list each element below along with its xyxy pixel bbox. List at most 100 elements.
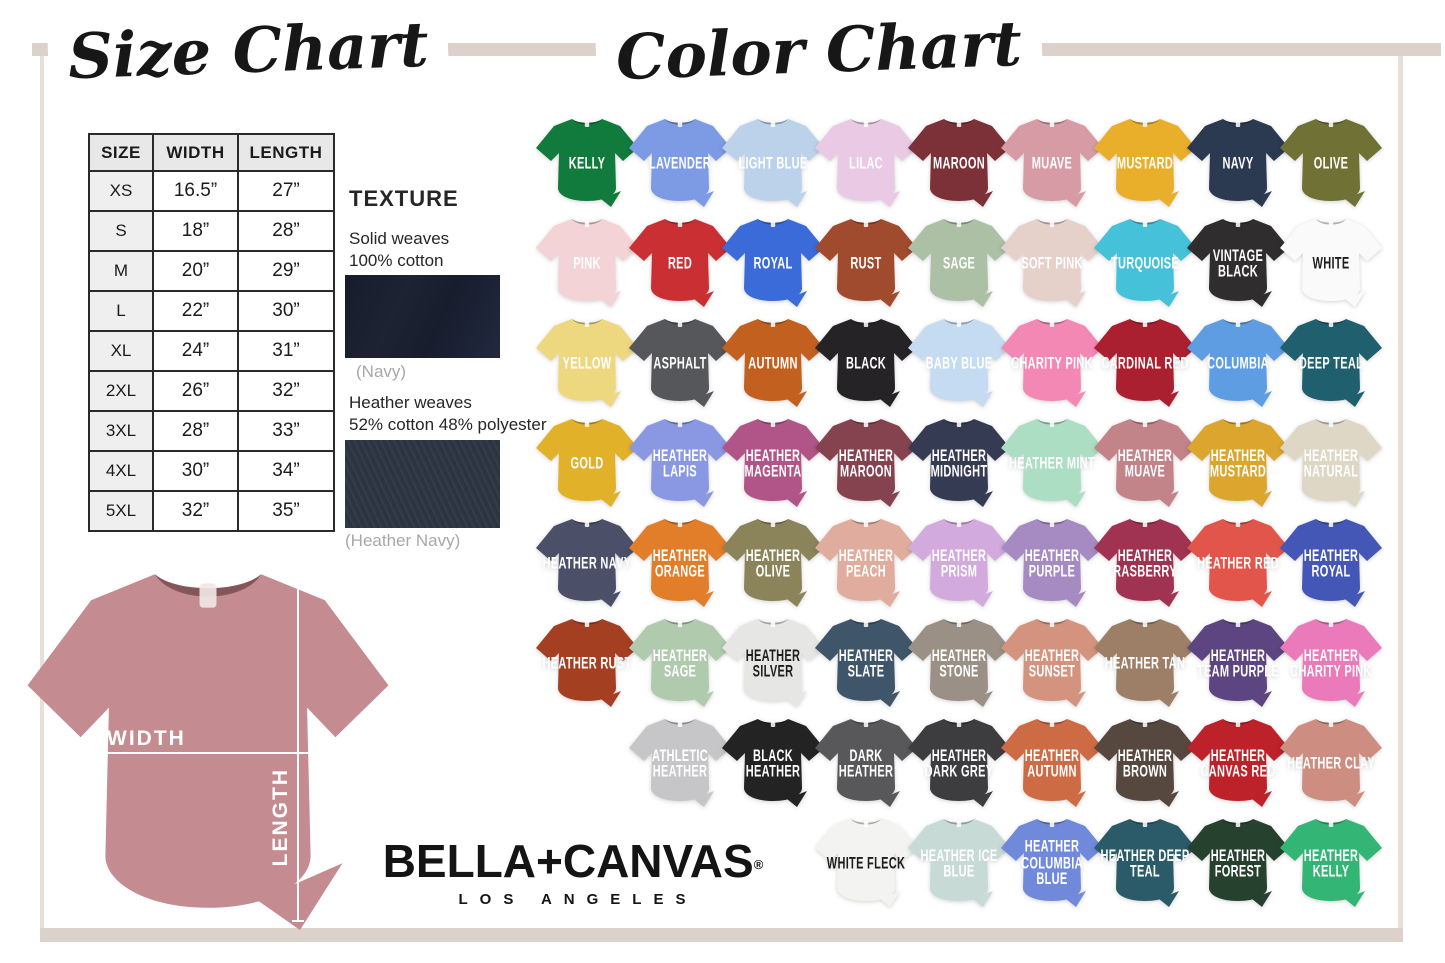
- tshirt-shape: [908, 719, 1010, 807]
- tshirt-shape: [722, 719, 824, 807]
- color-swatch-heather-clay: HEATHER CLAY: [1279, 712, 1383, 808]
- color-name-label: HEATHER AUTUMN: [1024, 746, 1080, 782]
- color-swatch-heather-sunset: HEATHER SUNSET: [1000, 612, 1104, 708]
- measurement-shirt-image: [24, 552, 392, 930]
- color-swatch-heather-stone: HEATHER STONE: [907, 612, 1011, 708]
- color-swatch-heather-natural: HEATHER NATURAL: [1279, 412, 1383, 508]
- color-name-label: AUTUMN: [748, 354, 798, 373]
- color-name-label: HEATHER TEAM PURPLE: [1196, 646, 1280, 682]
- color-swatch-lilac: LILAC: [814, 112, 918, 208]
- color-swatch-heather-sage: HEATHER SAGE: [628, 612, 732, 708]
- tshirt-shape: [722, 419, 824, 507]
- measurement-cell: 30”: [152, 450, 239, 492]
- measurement-cell: 35”: [237, 490, 335, 532]
- table-row: 5XL 32” 35”: [88, 490, 335, 532]
- tshirt-shape: [1187, 419, 1289, 507]
- tshirt-shape: [536, 519, 638, 607]
- color-swatch-heather-autumn: HEATHER AUTUMN: [1000, 712, 1104, 808]
- color-swatch-red: RED: [628, 212, 732, 308]
- navy-swatch-caption: (Navy): [356, 362, 407, 381]
- color-swatch-heather-slate: HEATHER SLATE: [814, 612, 918, 708]
- color-swatch-heather-peach: HEATHER PEACH: [814, 512, 918, 608]
- color-name-label: HEATHER ICE BLUE: [920, 846, 998, 882]
- color-name-label: HEATHER DEEP TEAL: [1100, 846, 1190, 882]
- size-cell: L: [88, 290, 154, 332]
- color-swatch-heather-dark-grey: HEATHER DARK GREY: [907, 712, 1011, 808]
- color-swatch-athletic-heather: ATHLETIC HEATHER: [628, 712, 732, 808]
- color-swatch-asphalt: ASPHALT: [628, 312, 732, 408]
- brand-name: BELLA+CANVAS®: [382, 835, 764, 887]
- tshirt-shape: [815, 719, 917, 807]
- color-name-label: YELLOW: [562, 354, 612, 373]
- tshirt-shape: [908, 219, 1010, 307]
- color-swatch-royal: ROYAL: [721, 212, 825, 308]
- tshirt-shape: [908, 319, 1010, 407]
- color-swatch-muave: MUAVE: [1000, 112, 1104, 208]
- table-row: 4XL 30” 34”: [88, 450, 335, 492]
- measurement-cell: 33”: [237, 410, 335, 452]
- tshirt-shape: [1001, 719, 1103, 807]
- color-name-label: NAVY: [1222, 154, 1254, 173]
- heather-navy-swatch-caption: (Heather Navy): [345, 531, 461, 550]
- tshirt-shape: [722, 119, 824, 207]
- measurement-cell: 34”: [237, 450, 335, 492]
- tshirt-shape: [1094, 619, 1196, 707]
- color-swatch-heather-deep-teal: HEATHER DEEP TEAL: [1093, 812, 1197, 908]
- color-swatch-heather-mustard: HEATHER MUSTARD: [1186, 412, 1290, 508]
- color-name-label: RUST: [850, 254, 882, 273]
- color-name-label: TURQUOISE: [1110, 254, 1180, 273]
- color-swatch-heather-lapis: HEATHER LAPIS: [628, 412, 732, 508]
- color-swatch-heather-orange: HEATHER ORANGE: [628, 512, 732, 608]
- color-name-label: LAVENDER: [648, 154, 712, 173]
- color-swatch-heather-team-purple: HEATHER TEAM PURPLE: [1186, 612, 1290, 708]
- color-swatch-olive: OLIVE: [1279, 112, 1383, 208]
- color-name-label: GOLD: [570, 454, 604, 473]
- color-swatch-heather-silver: HEATHER SILVER: [721, 612, 825, 708]
- color-swatch-dark-heather: DARK HEATHER: [814, 712, 918, 808]
- color-name-label: HEATHER MUAVE: [1117, 446, 1173, 482]
- color-chart-title: Color Chart: [594, 4, 1043, 97]
- table-row: L 22” 30”: [88, 290, 335, 332]
- color-name-label: VINTAGE BLACK: [1212, 246, 1264, 282]
- measurement-cell: 29”: [237, 250, 335, 292]
- tshirt-shape: [629, 519, 731, 607]
- heather-navy-fabric-swatch-image: [345, 440, 500, 528]
- color-swatch-heather-red: HEATHER RED: [1186, 512, 1290, 608]
- color-name-label: HEATHER OLIVE: [745, 546, 801, 582]
- color-name-label: HEATHER DARK GREY: [924, 746, 994, 782]
- tshirt-shape: [1094, 319, 1196, 407]
- color-swatch-navy: NAVY: [1186, 112, 1290, 208]
- tshirt-shape: [629, 319, 731, 407]
- color-swatch-gold: GOLD: [535, 412, 639, 508]
- tshirt-shape: [1094, 419, 1196, 507]
- table-row: M 20” 29”: [88, 250, 335, 292]
- brand-city: LOS ANGELES: [458, 891, 698, 908]
- tshirt-shape: [1001, 419, 1103, 507]
- table-row: S 18” 28”: [88, 210, 335, 252]
- tshirt-shape: [1001, 619, 1103, 707]
- color-name-label: HEATHER NAVY: [542, 554, 632, 573]
- color-swatch-heather-charity-pink: HEATHER CHARITY PINK: [1279, 612, 1383, 708]
- color-name-label: HEATHER PRISM: [931, 546, 987, 582]
- color-name-label: KELLY: [568, 154, 606, 173]
- tshirt-shape: [908, 619, 1010, 707]
- color-name-label: HEATHER BROWN: [1117, 746, 1173, 782]
- tshirt-shape: [815, 519, 917, 607]
- measurement-cell: 18”: [152, 210, 239, 252]
- color-name-label: HEATHER CANVAS RED: [1200, 746, 1276, 782]
- color-name-label: HEATHER MAGENTA: [744, 446, 802, 482]
- tshirt-shape: [1001, 519, 1103, 607]
- color-swatch-heather-olive: HEATHER OLIVE: [721, 512, 825, 608]
- color-name-label: BLACK: [846, 354, 886, 373]
- tshirt-shape: [1094, 219, 1196, 307]
- color-name-label: HEATHER PURPLE: [1024, 546, 1080, 582]
- color-swatch-black-heather: BLACK HEATHER: [721, 712, 825, 808]
- measurement-cell: 22”: [152, 290, 239, 332]
- size-cell: 4XL: [88, 450, 154, 492]
- color-swatch-pink: PINK: [535, 212, 639, 308]
- texture-heading: TEXTURE: [349, 186, 459, 211]
- tshirt-shape: [815, 419, 917, 507]
- color-name-label: HEATHER RASBERRY: [1113, 546, 1177, 582]
- color-swatch-charity-pink: CHARITY PINK: [1000, 312, 1104, 408]
